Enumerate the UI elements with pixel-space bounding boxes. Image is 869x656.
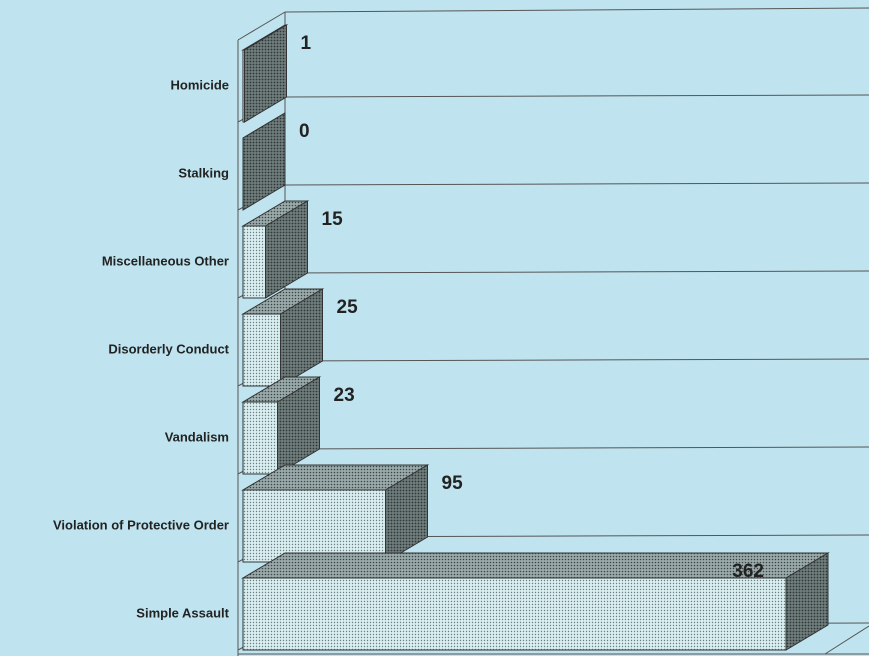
value-label: 25	[337, 297, 359, 318]
category-label: Violation of Protective Order	[53, 517, 229, 532]
value-label: 0	[299, 121, 310, 142]
wall-line	[284, 182, 869, 186]
category-label: Homicide	[170, 77, 229, 92]
wall-line	[284, 270, 869, 274]
bar-side	[785, 552, 829, 651]
bar-side	[277, 376, 320, 475]
bars: Homicide 1 Stalking 0 Miscellaneous Other 15 D…	[53, 24, 830, 651]
bar-side	[242, 112, 286, 211]
bar-side	[265, 200, 308, 299]
wall-line	[284, 358, 869, 362]
bar-front	[242, 225, 266, 299]
value-label: 362	[732, 561, 764, 582]
wall-edge	[237, 11, 286, 41]
bar-front	[242, 401, 278, 475]
floor-line	[824, 625, 869, 655]
category-label: Miscellaneous Other	[102, 253, 229, 268]
category-label: Stalking	[178, 165, 229, 180]
bar-front	[242, 313, 281, 387]
bar-side	[385, 464, 428, 563]
bar-side	[280, 288, 323, 387]
category-label: Vandalism	[165, 429, 229, 444]
value-label: 15	[322, 209, 344, 230]
value-label: 1	[301, 33, 312, 54]
value-label: 95	[442, 473, 464, 494]
category-label: Disorderly Conduct	[108, 341, 229, 356]
wall-line	[284, 94, 869, 98]
wall-edge	[284, 7, 869, 13]
bar-front	[242, 577, 787, 651]
value-label: 23	[334, 385, 355, 406]
bar-side	[244, 24, 287, 123]
bar-front	[242, 489, 386, 563]
category-label: Simple Assault	[136, 605, 229, 620]
wall-line	[284, 446, 869, 450]
